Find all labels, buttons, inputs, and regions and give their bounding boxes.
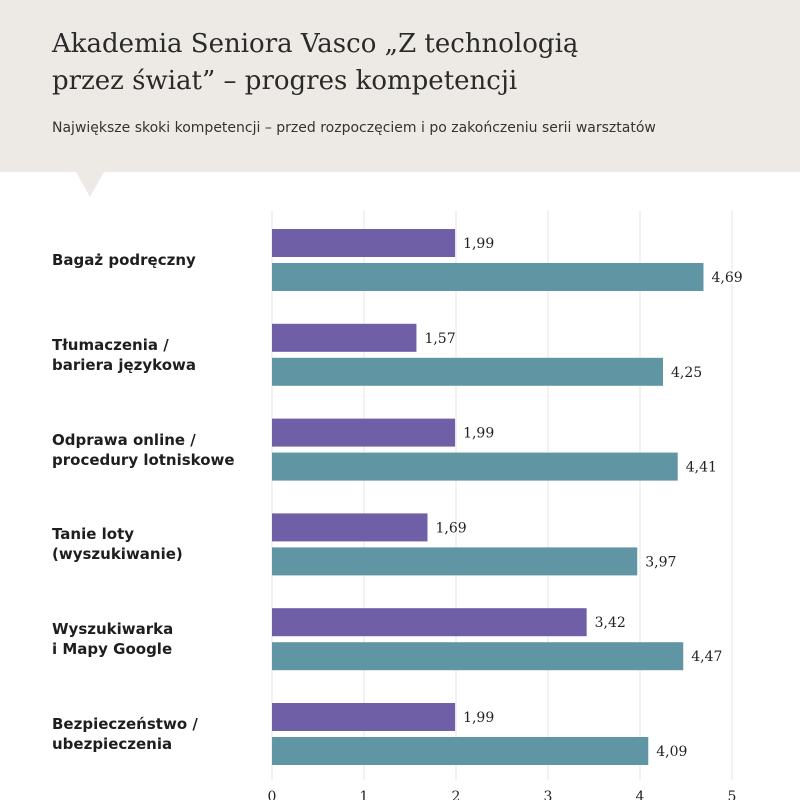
bar (272, 229, 456, 257)
x-tick-label: 4 (636, 789, 645, 800)
category-label: Tłumaczenia / bariera językowa (52, 335, 196, 374)
value-label: 4,69 (711, 270, 742, 286)
value-label: 4,41 (686, 460, 717, 476)
x-tick-label: 1 (360, 789, 369, 800)
value-label: 3,97 (645, 554, 676, 570)
bar (272, 547, 638, 576)
category-label: Wyszukiwarka i Mapy Google (52, 620, 174, 659)
x-tick-label: 2 (452, 789, 461, 800)
value-label: 4,25 (671, 365, 702, 381)
value-label: 1,99 (463, 710, 494, 726)
bar (272, 452, 678, 481)
bar (272, 703, 456, 731)
x-tick-label: 0 (268, 789, 277, 800)
chart-title: Akademia Seniora Vasco „Z technologią pr… (52, 29, 579, 96)
bar (272, 737, 649, 765)
category-label: Bagaż podręczny (52, 251, 196, 269)
category-label: Tanie loty (wyszukiwanie) (52, 525, 183, 564)
bar (272, 357, 663, 386)
value-label: 3,42 (595, 615, 626, 631)
bar (272, 513, 428, 542)
value-label: 1,99 (463, 426, 494, 442)
x-tick-label: 5 (728, 789, 737, 800)
bar (272, 323, 417, 352)
header-band (0, 0, 800, 172)
bar (272, 608, 587, 637)
value-label: 1,99 (463, 236, 494, 252)
value-label: 4,09 (656, 744, 687, 760)
category-label: Odprawa online / procedury lotniskowe (52, 430, 235, 469)
header-notch (76, 172, 104, 197)
value-label: 1,69 (435, 520, 466, 536)
x-tick-label: 3 (544, 789, 553, 800)
bar (272, 642, 684, 671)
value-label: 4,47 (691, 649, 722, 665)
bar (272, 418, 456, 447)
value-label: 1,57 (424, 331, 455, 347)
chart-subtitle: Największe skoki kompetencji – przed roz… (52, 120, 656, 136)
category-label: Bezpieczeństwo / ubezpieczenia (52, 715, 198, 753)
bar (272, 263, 704, 291)
